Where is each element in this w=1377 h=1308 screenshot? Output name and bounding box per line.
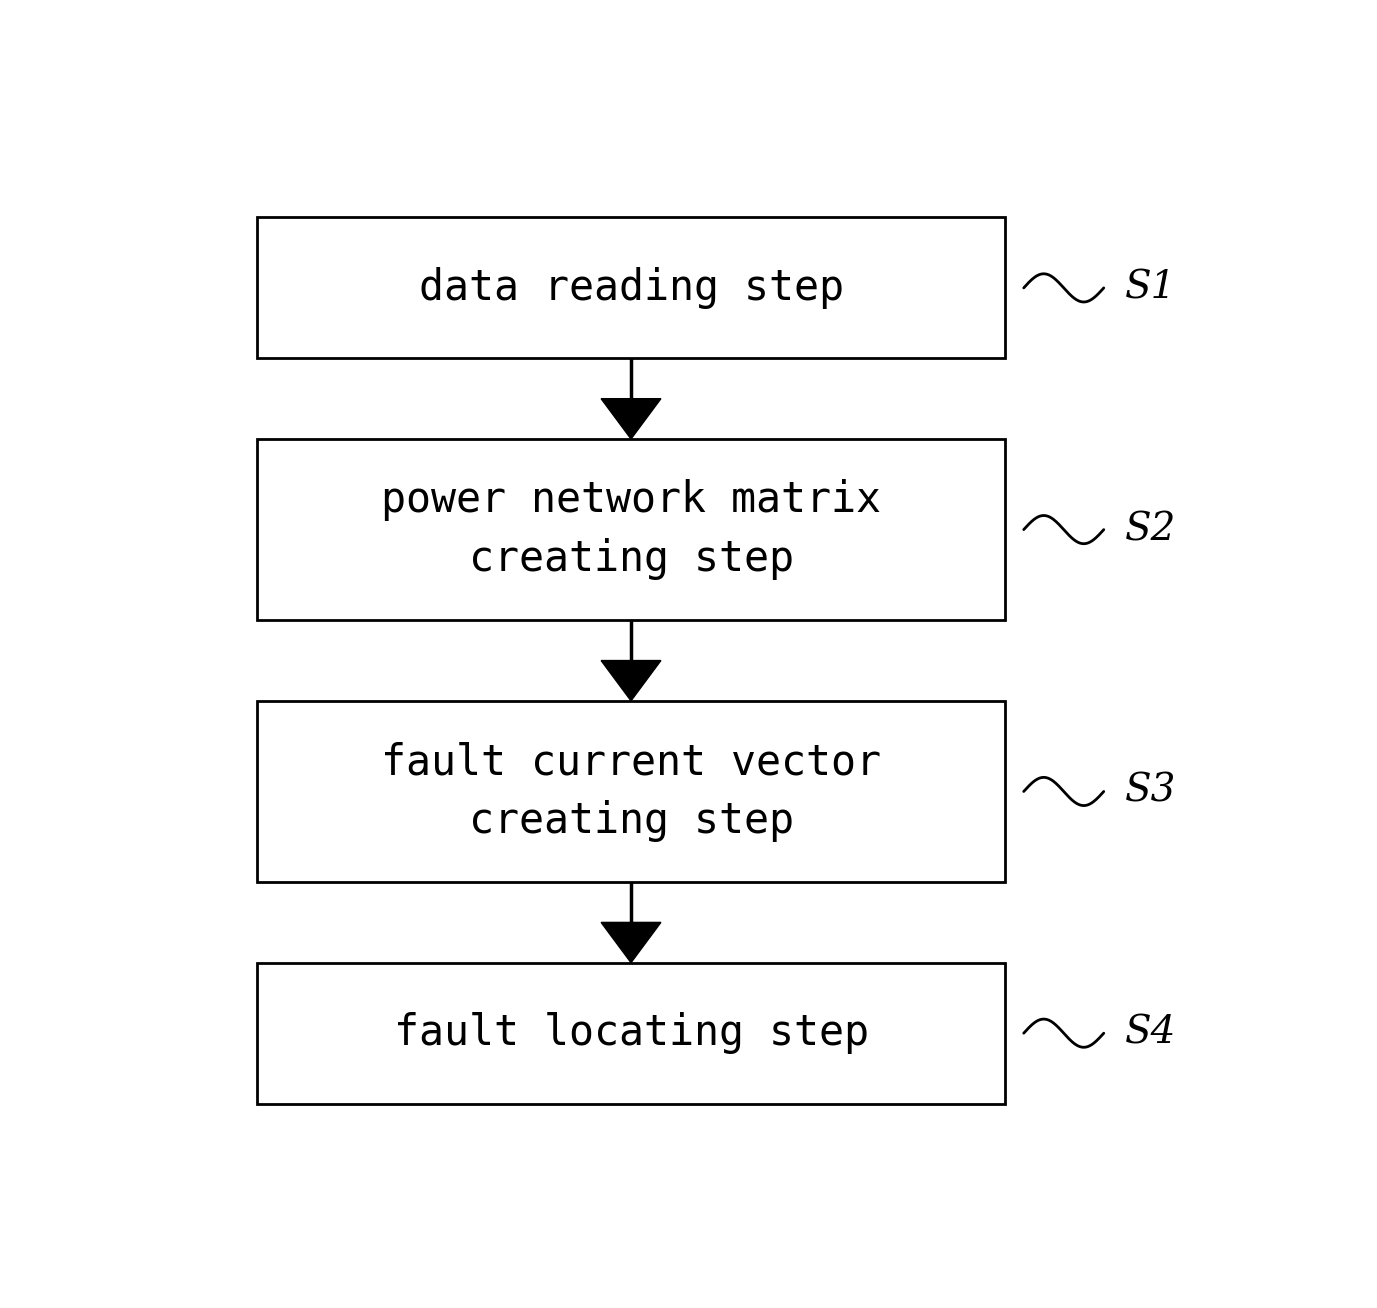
Bar xyxy=(257,963,1004,1104)
Polygon shape xyxy=(602,661,661,701)
Bar xyxy=(257,439,1004,620)
Text: power network matrix
creating step: power network matrix creating step xyxy=(381,479,881,579)
Bar xyxy=(257,701,1004,882)
Bar xyxy=(257,217,1004,358)
Text: S3: S3 xyxy=(1125,773,1176,810)
Text: S4: S4 xyxy=(1125,1015,1176,1052)
Text: data reading step: data reading step xyxy=(419,267,844,309)
Polygon shape xyxy=(602,922,661,963)
Text: fault current vector
creating step: fault current vector creating step xyxy=(381,742,881,842)
Polygon shape xyxy=(602,399,661,439)
Text: S1: S1 xyxy=(1125,269,1176,306)
Text: S2: S2 xyxy=(1125,511,1176,548)
Text: fault locating step: fault locating step xyxy=(394,1012,869,1054)
